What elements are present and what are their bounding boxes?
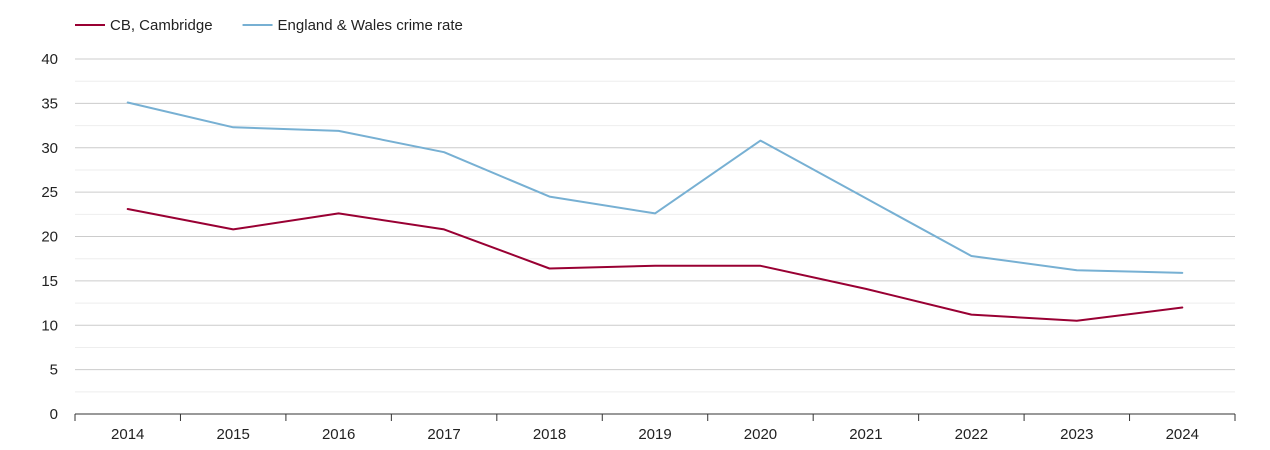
x-tick-label: 2018 (533, 426, 566, 443)
series-lines (126, 101, 1184, 322)
y-tick-label: 0 (50, 406, 58, 423)
series-line-1 (126, 208, 1184, 322)
y-tick-label: 25 (41, 184, 58, 201)
x-tick-label: 2020 (744, 426, 777, 443)
legend-label-1: CB, Cambridge (110, 17, 213, 34)
y-tick-label: 15 (41, 273, 58, 290)
x-axis: 2014 2015 2016 2017 2018 2019 2020 2021 2022 2023… (74, 413, 1236, 443)
y-tick-label: 30 (41, 140, 58, 157)
legend-label-2: England & Wales crime rate (278, 17, 463, 34)
x-tick-label: 2017 (427, 426, 460, 443)
y-axis: 0 5 10 15 20 25 30 35 40 (41, 51, 58, 423)
y-tick-label: 40 (41, 51, 58, 68)
legend: CB, Cambridge England & Wales crime rate (75, 17, 463, 34)
y-tick-label: 35 (41, 95, 58, 112)
x-tick-label: 2021 (849, 426, 882, 443)
series-line-2 (126, 101, 1184, 274)
grid-lines (75, 58, 1235, 393)
x-tick-label: 2014 (111, 426, 144, 443)
x-tick-label: 2024 (1166, 426, 1199, 443)
x-tick-label: 2022 (955, 426, 988, 443)
x-tick-label: 2015 (216, 426, 249, 443)
x-tick-label: 2023 (1060, 426, 1093, 443)
x-tick-label: 2016 (322, 426, 355, 443)
y-tick-label: 20 (41, 229, 58, 246)
y-tick-label: 5 (50, 362, 58, 379)
x-tick-label: 2019 (638, 426, 671, 443)
y-tick-label: 10 (41, 317, 58, 334)
